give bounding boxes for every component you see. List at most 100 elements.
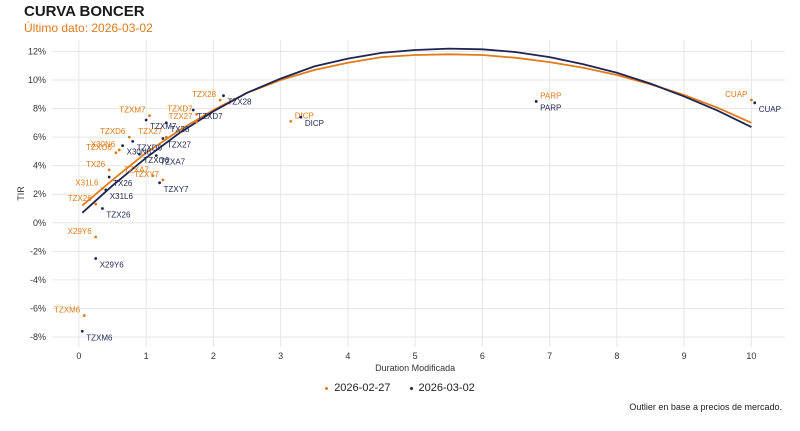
x-tick-label: 9 — [682, 351, 687, 361]
point-label-prev: TZX27 — [169, 112, 194, 121]
point-label-prev: TZXA7 — [124, 166, 149, 175]
point-prev — [101, 187, 104, 190]
chart-footnote: Outlier en base a precios de mercado. — [629, 402, 782, 412]
point-prev — [161, 178, 165, 182]
point-label-curr: TZX28 — [227, 98, 252, 107]
point-prev — [148, 114, 151, 118]
point-label-prev: TZXM6 — [54, 306, 81, 315]
point-label-curr: DICP — [305, 119, 324, 128]
point-label-prev: X31L6 — [75, 179, 99, 188]
y-tick-label: -2% — [30, 246, 46, 256]
point-label-curr: X31L6 — [110, 192, 134, 201]
point-curr — [94, 257, 98, 260]
point-curr — [138, 152, 141, 156]
x-tick-label: 3 — [278, 351, 283, 361]
y-tick-label: 12% — [28, 46, 46, 56]
point-label-curr: TZX26 — [106, 210, 131, 219]
point-label-prev: TZXD6 — [100, 127, 126, 136]
point-curr — [144, 118, 148, 122]
point-curr — [222, 94, 225, 98]
point-label-curr: TZXM7 — [150, 122, 177, 131]
point-label-curr: TZXD7 — [197, 112, 223, 121]
chart-subtitle: Último dato: 2026-03-02 — [24, 21, 153, 35]
y-tick-label: 10% — [28, 75, 46, 85]
fit-curve-prev — [81, 53, 752, 207]
point-label-curr: TZXM6 — [86, 333, 113, 342]
point-label-curr: CUAP — [759, 105, 781, 114]
point-label-prev: TZXO6 — [86, 143, 112, 152]
point-label-prev: TZX27 — [138, 127, 163, 136]
point-prev — [94, 202, 98, 206]
point-label-prev: TZX28 — [192, 90, 217, 99]
point-prev — [749, 98, 753, 102]
x-tick-label: 4 — [345, 351, 350, 361]
y-tick-label: 4% — [33, 161, 46, 171]
point-prev — [164, 135, 168, 139]
y-tick-label: 6% — [33, 132, 46, 142]
legend-label-prev: 2026-02-27 — [334, 382, 391, 394]
x-axis-label: Duration Modificada — [375, 363, 455, 373]
point-label-curr: TX28 — [170, 125, 190, 134]
point-curr — [161, 137, 165, 140]
x-tick-label: 0 — [76, 351, 81, 361]
point-curr — [191, 108, 195, 112]
point-label-curr: X29Y6 — [100, 260, 125, 269]
point-prev — [117, 148, 121, 152]
point-curr — [154, 154, 158, 158]
legend-marker-prev — [325, 386, 329, 390]
legend-marker-curr — [409, 386, 413, 390]
legend-item-curr: 2026-03-02 — [409, 382, 475, 394]
x-tick-label: 5 — [413, 351, 418, 361]
point-curr — [107, 175, 111, 179]
x-tick-label: 6 — [480, 351, 485, 361]
point-curr — [104, 188, 108, 192]
point-prev — [218, 98, 222, 102]
point-label-prev: PARP — [540, 91, 561, 100]
point-prev — [195, 120, 198, 124]
point-label-curr: PARP — [540, 103, 561, 112]
point-label-curr: TZXA7 — [160, 158, 185, 167]
point-label-curr: X30N6 — [127, 148, 152, 157]
point-curr — [753, 101, 757, 105]
point-prev — [127, 135, 131, 139]
point-prev — [195, 112, 198, 116]
chart-title: CURVA BONCER — [24, 3, 145, 20]
chart-legend: 2026-02-27 2026-03-02 — [0, 382, 800, 394]
x-tick-label: 10 — [746, 351, 756, 361]
legend-item-prev: 2026-02-27 — [325, 382, 390, 394]
y-tick-label: -6% — [30, 303, 46, 313]
point-curr — [80, 329, 84, 333]
point-label-prev: TZXY7 — [134, 170, 159, 179]
point-prev — [289, 119, 293, 123]
point-curr — [534, 100, 538, 103]
point-label-prev: TZX26 — [68, 194, 93, 203]
point-label-curr: TZX27 — [167, 141, 192, 150]
point-prev — [94, 235, 98, 239]
point-label-prev: X30N6 — [91, 140, 116, 149]
y-tick-label: -8% — [30, 332, 46, 342]
point-prev — [151, 174, 155, 178]
y-tick-label: -4% — [30, 275, 46, 285]
point-label-curr: TX26 — [113, 179, 133, 188]
point-curr — [299, 115, 303, 119]
x-tick-label: 1 — [144, 351, 149, 361]
point-label-prev: TZXM7 — [119, 106, 146, 115]
point-label-prev: X29Y6 — [68, 227, 93, 236]
point-curr — [131, 139, 135, 143]
legend-label-curr: 2026-03-02 — [418, 382, 475, 394]
point-prev — [114, 151, 118, 155]
point-label-curr: TZXO6 — [143, 156, 169, 165]
point-curr — [121, 144, 125, 148]
fit-curve-curr — [81, 47, 752, 214]
x-tick-label: 2 — [211, 351, 216, 361]
y-tick-label: 0% — [33, 218, 46, 228]
x-tick-label: 7 — [547, 351, 552, 361]
point-label-curr: TZXD6 — [137, 143, 163, 152]
point-label-prev: TX26 — [86, 160, 106, 169]
point-prev — [82, 314, 86, 317]
point-curr — [158, 181, 161, 185]
point-label-curr: TZXY7 — [164, 185, 189, 194]
x-tick-label: 8 — [614, 351, 619, 361]
y-axis-label: TIR — [16, 186, 26, 201]
